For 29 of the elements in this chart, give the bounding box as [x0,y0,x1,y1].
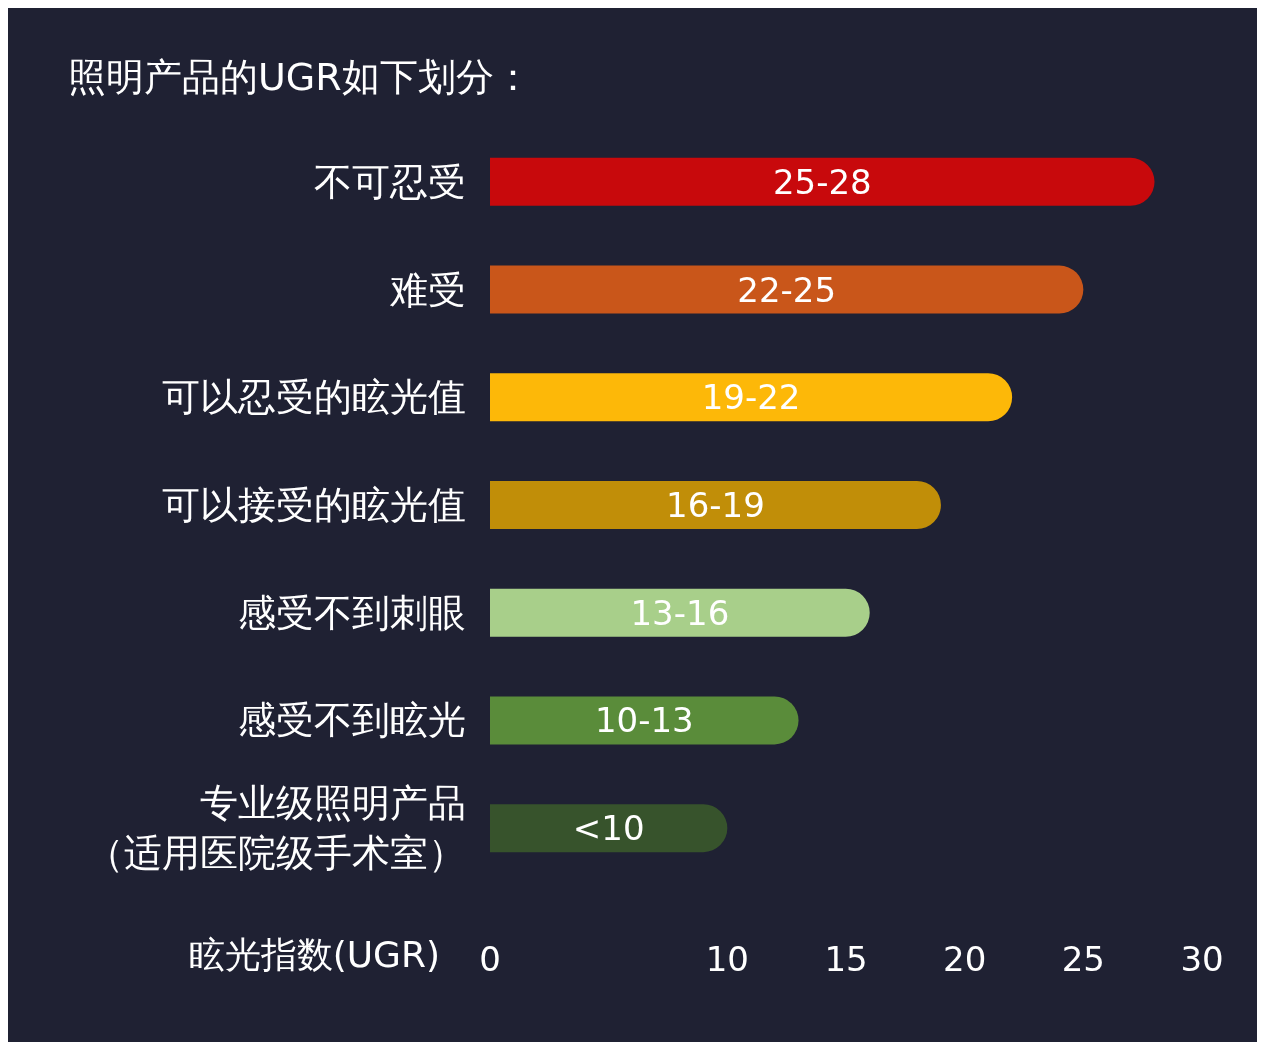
data-label: 10-13 [594,700,694,741]
y-tick-label: 不可忍受 [314,159,466,204]
x-tick-label: 0 [479,939,501,979]
x-tick-label: 20 [943,939,987,979]
x-tick-label: 10 [705,939,749,979]
data-label: 19-22 [701,377,801,418]
bar [490,265,1084,314]
data-label: 25-28 [772,161,872,202]
bar [490,588,870,637]
y-tick-label: 专业级照明产品（适用医院级手术室） [86,781,466,876]
y-tick-label: 可以忍受的眩光值 [162,375,466,420]
data-label: 16-19 [666,485,765,525]
bar [490,373,1013,422]
x-tick-label: 15 [824,939,868,979]
bar [490,696,799,745]
bar [490,157,1155,206]
y-tick-label: 感受不到眩光 [238,698,466,743]
bar [490,481,941,529]
data-label: 22-25 [737,269,837,310]
data-label: 13-16 [630,592,730,633]
y-tick-label: 可以接受的眩光值 [162,483,466,527]
x-tick-label: 25 [1061,939,1105,979]
y-tick-label: 难受 [389,267,466,312]
x-tick-label: 30 [1180,939,1224,979]
data-label: <10 [572,808,645,849]
chart-title: 照明产品的UGR如下划分： [68,55,532,99]
x-axis-title: 眩光指数(UGR) [188,933,440,975]
y-tick-label: 感受不到刺眼 [238,590,466,635]
bar [490,804,728,853]
